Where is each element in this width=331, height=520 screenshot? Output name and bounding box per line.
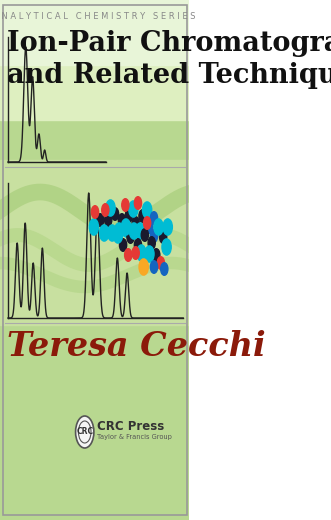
Circle shape: [153, 249, 160, 262]
Circle shape: [122, 221, 131, 237]
Circle shape: [121, 219, 130, 235]
Text: Taylor & Francis Group: Taylor & Francis Group: [97, 434, 172, 440]
Circle shape: [146, 220, 153, 233]
Circle shape: [134, 197, 142, 210]
Circle shape: [122, 199, 129, 211]
Circle shape: [127, 231, 134, 243]
Circle shape: [106, 200, 115, 216]
Circle shape: [134, 239, 142, 251]
Circle shape: [113, 227, 122, 243]
Circle shape: [102, 204, 109, 216]
Circle shape: [157, 257, 165, 269]
Circle shape: [124, 249, 132, 262]
Text: Teresa Cecchi: Teresa Cecchi: [7, 330, 265, 363]
Circle shape: [161, 263, 168, 275]
Circle shape: [150, 212, 158, 224]
Circle shape: [150, 230, 158, 242]
Text: Ion-Pair Chromatography: Ion-Pair Chromatography: [7, 30, 331, 57]
Circle shape: [162, 239, 171, 255]
Circle shape: [132, 246, 139, 259]
Circle shape: [142, 202, 152, 218]
Circle shape: [125, 210, 132, 223]
Bar: [0, 160, 189, 325]
Circle shape: [148, 237, 155, 249]
Bar: [0, 0, 189, 40]
Circle shape: [129, 223, 139, 239]
Text: and Related Techniques: and Related Techniques: [7, 62, 331, 89]
Circle shape: [89, 219, 99, 235]
Circle shape: [163, 219, 172, 235]
Text: CRC Press: CRC Press: [97, 421, 165, 434]
Circle shape: [105, 214, 112, 226]
Text: A N A L Y T I C A L   C H E M I S T R Y   S E R I E S: A N A L Y T I C A L C H E M I S T R Y S …: [0, 12, 196, 21]
Circle shape: [78, 421, 91, 443]
Circle shape: [112, 207, 119, 220]
Circle shape: [108, 225, 117, 241]
Circle shape: [160, 231, 167, 243]
Circle shape: [139, 259, 148, 275]
Bar: [0, 0, 189, 120]
Circle shape: [119, 239, 127, 251]
Circle shape: [115, 223, 124, 239]
Circle shape: [154, 219, 163, 235]
Circle shape: [100, 225, 109, 241]
Circle shape: [139, 210, 146, 223]
Circle shape: [75, 416, 94, 448]
Text: CRC: CRC: [76, 426, 93, 436]
Circle shape: [144, 217, 151, 229]
Circle shape: [150, 261, 158, 274]
Circle shape: [97, 214, 104, 226]
Circle shape: [118, 214, 125, 226]
Circle shape: [137, 245, 146, 261]
Circle shape: [136, 223, 145, 239]
Bar: [0, 0, 189, 65]
Circle shape: [129, 201, 138, 217]
Circle shape: [91, 206, 99, 218]
Circle shape: [141, 229, 148, 241]
Circle shape: [145, 246, 154, 262]
Circle shape: [132, 217, 139, 229]
